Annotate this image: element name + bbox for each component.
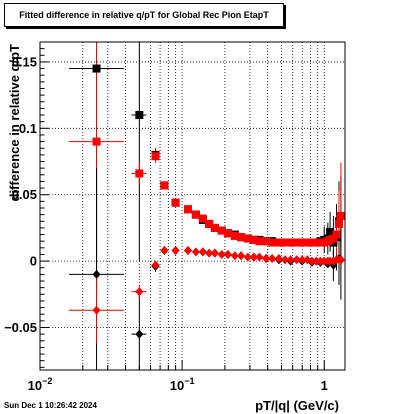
title-box: Fitted difference in relative q/pT for G… <box>4 3 284 27</box>
diamond-marker <box>230 251 239 261</box>
square-marker <box>286 238 295 247</box>
axis-ticks <box>39 41 325 370</box>
square-marker <box>210 223 219 232</box>
diamond-marker <box>249 252 258 262</box>
y-tick-label: 0.05 <box>12 187 37 202</box>
square-marker <box>217 226 226 235</box>
x-tick-label: 10−2 <box>28 376 53 393</box>
square-marker <box>171 198 180 207</box>
square-marker <box>274 238 283 247</box>
square-marker <box>334 219 343 228</box>
diamond-marker <box>312 256 321 266</box>
diamond-marker <box>262 253 271 263</box>
diamond-marker <box>160 245 169 255</box>
square-marker <box>230 231 239 240</box>
diamond-marker <box>191 247 200 257</box>
diamond-marker <box>274 253 283 263</box>
diamond-marker <box>217 249 226 259</box>
square-marker <box>292 238 301 247</box>
diamond-marker <box>92 305 101 315</box>
square-marker <box>198 214 207 223</box>
y-tick-label: 0.1 <box>19 121 37 136</box>
diamond-marker <box>298 255 307 265</box>
square-marker <box>262 237 271 246</box>
diamond-marker <box>171 245 180 255</box>
square-marker <box>160 181 169 190</box>
diamond-marker <box>237 251 246 261</box>
square-marker <box>92 64 101 73</box>
square-marker <box>307 238 316 247</box>
chart-title: Fitted difference in relative q/pT for G… <box>19 10 269 20</box>
timestamp: Sun Dec 1 10:26:42 2024 <box>4 401 97 410</box>
diamond-marker <box>135 329 144 339</box>
square-marker <box>255 237 264 246</box>
y-axis-label: difference in relative q/pT <box>7 44 22 202</box>
data-points <box>92 64 345 339</box>
grid-lines <box>39 42 345 370</box>
square-marker <box>135 169 144 178</box>
square-marker <box>298 238 307 247</box>
square-marker <box>243 234 252 243</box>
square-marker <box>336 211 345 220</box>
square-marker <box>135 111 144 120</box>
diamond-marker <box>281 255 290 265</box>
diamond-marker <box>223 249 232 259</box>
diamond-marker <box>198 247 207 257</box>
square-marker <box>332 230 341 239</box>
x-axis-label: pT/|q| (GeV/c) <box>255 398 339 413</box>
diamond-marker <box>151 260 160 270</box>
square-marker <box>249 235 258 244</box>
y-tick-label: −0.05 <box>4 320 37 335</box>
square-marker <box>303 238 312 247</box>
error-bars <box>69 42 342 370</box>
square-marker <box>268 238 277 247</box>
x-tick-label: 1 <box>321 378 328 393</box>
square-marker <box>183 205 192 214</box>
square-marker <box>92 137 101 146</box>
diamond-marker <box>286 255 295 265</box>
diamond-marker <box>183 245 192 255</box>
tick-labels: 10−2 10−1 1 −0.05 0 0.05 0.1 0.15 <box>4 54 328 393</box>
square-marker <box>281 238 290 247</box>
diamond-marker <box>205 248 214 258</box>
x-tick-exponent: −2 <box>42 376 52 386</box>
square-marker <box>151 152 160 161</box>
diamond-marker <box>92 269 101 279</box>
square-marker <box>205 219 214 228</box>
diamond-marker <box>210 248 219 258</box>
diamond-marker <box>135 287 144 297</box>
diamond-marker <box>307 256 316 266</box>
square-marker <box>312 238 321 247</box>
y-tick-label: 0 <box>30 254 37 269</box>
x-tick-label: 10−1 <box>170 376 195 393</box>
plot-frame <box>39 41 346 371</box>
diamond-marker <box>268 253 277 263</box>
diamond-marker <box>336 255 345 265</box>
square-marker <box>237 233 246 242</box>
diamond-marker <box>292 255 301 265</box>
diamond-marker <box>255 252 264 262</box>
square-marker <box>191 210 200 219</box>
square-marker <box>326 227 335 236</box>
y-tick-label: 0.15 <box>12 54 37 69</box>
square-marker <box>223 229 232 238</box>
x-tick-exponent: −1 <box>184 376 194 386</box>
diamond-marker <box>243 252 252 262</box>
